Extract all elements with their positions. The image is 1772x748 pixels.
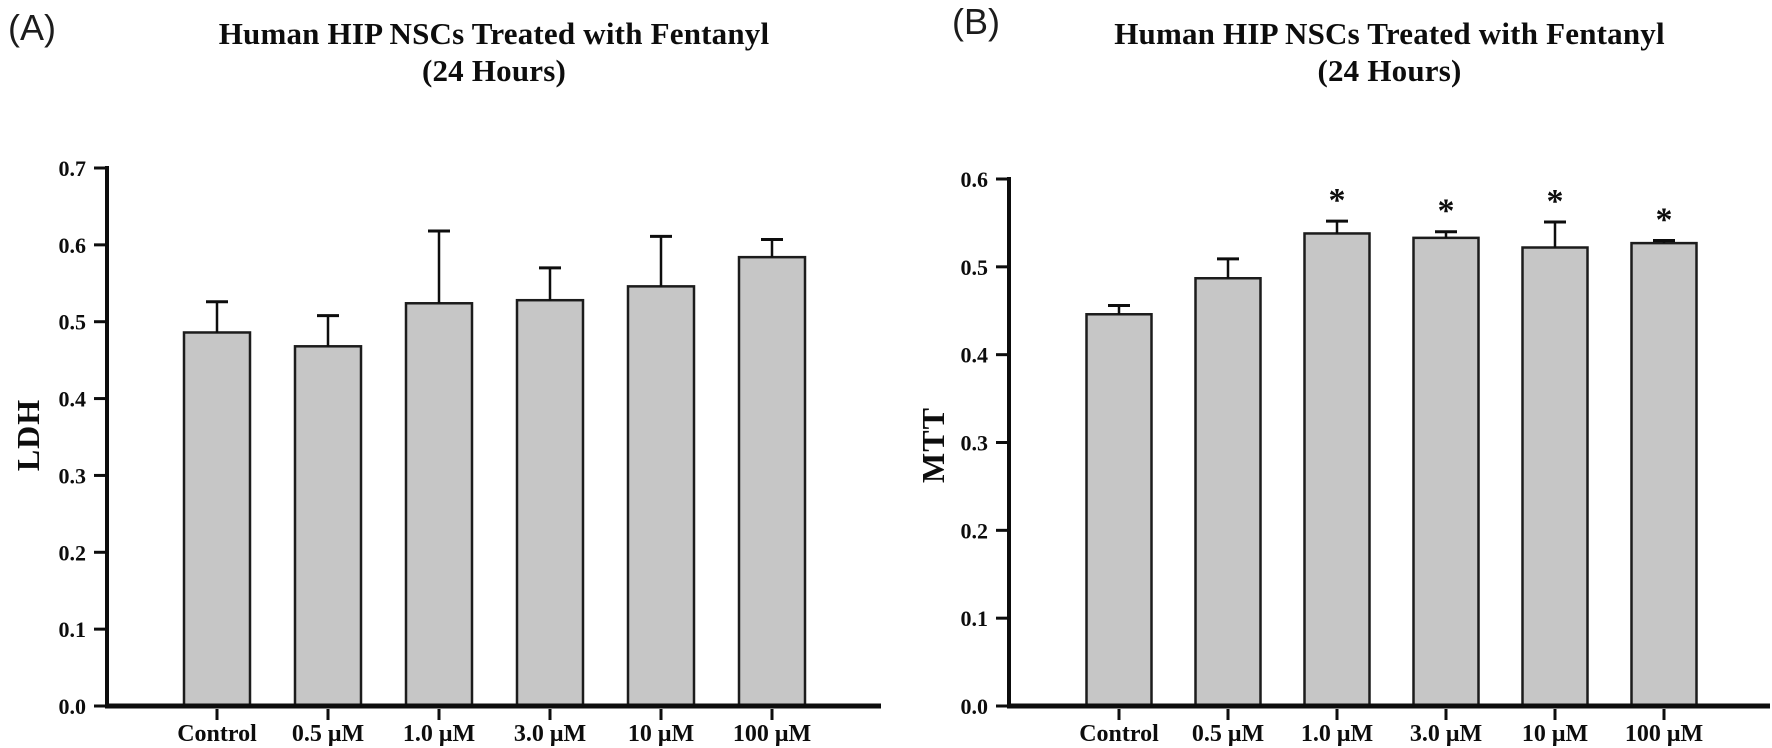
panel-a-title-line2: (24 Hours) (421, 52, 567, 88)
panel-a-y-tick-label: 0.0 (59, 694, 87, 719)
panel-b-y-tick-label: 0.6 (961, 167, 989, 192)
panel-a-bar-control (182, 331, 252, 708)
panel-b-bar-1-0-m (1303, 232, 1371, 708)
panel-b-x-tick-label-control: Control (1079, 721, 1159, 747)
panel-a-y-tick-label: 0.3 (59, 463, 87, 488)
panel-a-y-tick-label: 0.5 (59, 310, 87, 335)
panel-a-bar-3-0-m (515, 298, 585, 708)
panel-a-title: Human HIP NSCs Treated with Fentanyl (24… (107, 16, 881, 89)
panel-a-x-tick-label-control: Control (177, 721, 257, 747)
panel-a-y-axis-label: LDH (10, 398, 46, 472)
panel-b-bar-10-m (1521, 246, 1589, 708)
panel-a-x-tick-label-0-5-m: 0.5 μM (292, 721, 364, 747)
panel-b-title-line2: (24 Hours) (1317, 52, 1462, 88)
panel-b-y-tick-label: 0.4 (961, 343, 989, 368)
panel-a-y-tick-label: 0.2 (59, 540, 87, 565)
panel-b-y-tick-label: 0.1 (961, 606, 989, 631)
panel-b-y-tick-label: 0.0 (961, 694, 989, 719)
panel-a-title-line1: Human HIP NSCs Treated with Fentanyl (218, 16, 770, 51)
panel-a-y-tick-label: 0.6 (59, 233, 87, 258)
panel-b-significance-star-100-m: * (1656, 201, 1673, 238)
panel-b-bar-0-5-m (1194, 277, 1262, 708)
panel-a-x-tick-label-3-0-m: 3.0 μM (514, 721, 586, 747)
panel-b-bar-100-m (1630, 241, 1698, 708)
panel-a-plot: 0.0 0.1 0.2 0.3 0.4 0.5 0.6 0.7 Control 0.5 μM 1.0… (59, 156, 881, 747)
panel-a-x-tick-label-10-m: 10 μM (628, 721, 694, 747)
panel-b-y-tick-label: 0.5 (961, 255, 989, 280)
panel-a-y-tick-label: 0.4 (59, 387, 87, 412)
panel-b-bar-3-0-m (1412, 236, 1480, 708)
panel-b-x-tick-label-3-0-m: 3.0 μM (1410, 721, 1482, 747)
panel-b-x-tick-label-1-0-m: 1.0 μM (1301, 721, 1373, 747)
panel-a-bar-1-0-m (404, 302, 474, 708)
panel-a-letter: (A) (8, 7, 56, 48)
panel-b-y-tick-label: 0.2 (961, 518, 989, 543)
panel-b-significance-star-1-0-m: * (1329, 182, 1346, 219)
panel-a-x-tick-label-100-m: 100 μM (733, 721, 811, 747)
panel-b-y-axis-label: MTT (915, 407, 951, 483)
panel-a-y-tick-label: 0.1 (59, 617, 87, 642)
panel-b-plot: 0.0 0.1 0.2 0.3 0.4 0.5 0.6 Control 0.5 μM * 1.0 μ… (961, 167, 1770, 747)
panel-b-x-tick-label-0-5-m: 0.5 μM (1192, 721, 1264, 747)
panel-b-x-tick-label-10-m: 10 μM (1522, 721, 1588, 747)
panel-b-y-tick-label: 0.3 (961, 431, 989, 456)
panel-a-bar-10-m (626, 285, 696, 708)
panel-a-y-tick-label: 0.7 (59, 156, 87, 181)
panel-b-letter: (B) (952, 1, 1000, 42)
panel-b-bar-control (1085, 313, 1153, 708)
panel-b-title: Human HIP NSCs Treated with Fentanyl (24… (1009, 16, 1770, 89)
panel-a-bar-100-m (737, 255, 807, 708)
panel-b-significance-star-10-m: * (1547, 183, 1564, 220)
panel-a-bar-0-5-m (293, 345, 363, 708)
panel-b-x-tick-label-100-m: 100 μM (1625, 721, 1703, 747)
panel-b-significance-star-3-0-m: * (1438, 193, 1455, 230)
panel-b-title-line1: Human HIP NSCs Treated with Fentanyl (1114, 16, 1665, 51)
panel-a-x-tick-label-1-0-m: 1.0 μM (403, 721, 475, 747)
